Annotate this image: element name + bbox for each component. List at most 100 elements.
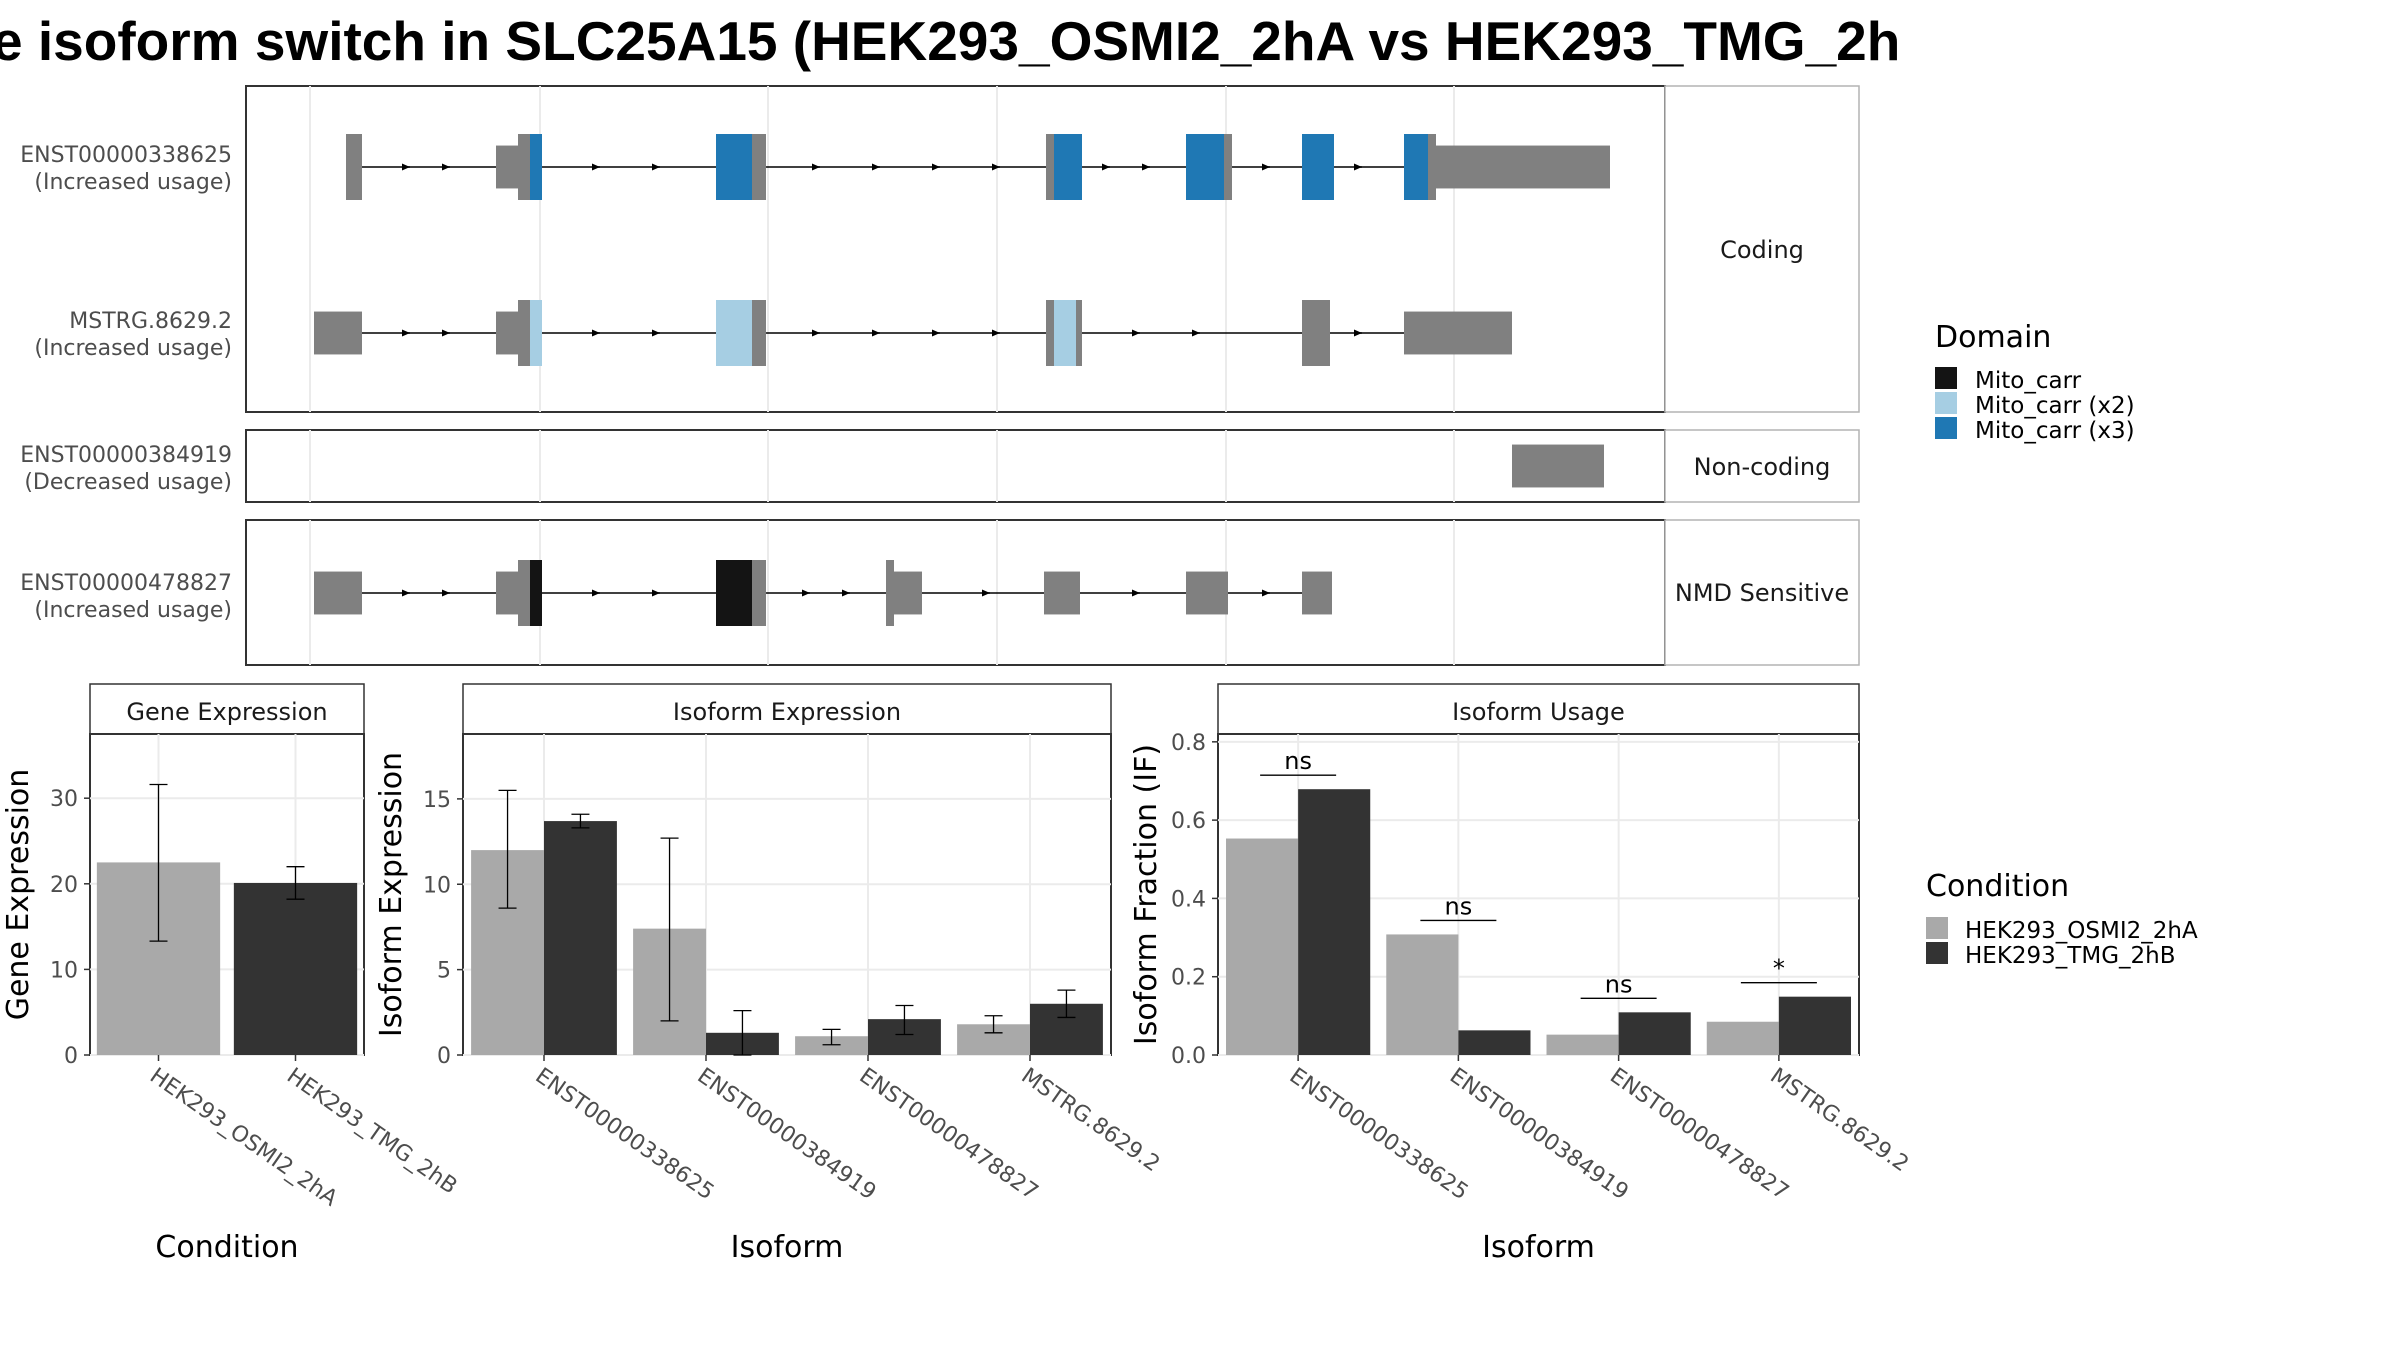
exon-segment: [1404, 311, 1512, 355]
domain-segment: [1054, 300, 1076, 366]
domain-legend: Domain Mito_carr Mito_carr (x2) Mito_car…: [1935, 320, 2135, 444]
chart-strip: [462, 683, 1112, 735]
bar: [1226, 838, 1299, 1055]
exon-segment: [1046, 300, 1054, 366]
domain-segment: [530, 560, 542, 626]
exon-segment: [752, 300, 766, 366]
transcript-structures: [314, 134, 1610, 626]
transcript-label-2: MSTRG.8629.2: [69, 309, 232, 334]
y-tick-label: 10: [423, 873, 451, 898]
bar: [1706, 1021, 1779, 1055]
x-tick-label: MSTRG.8629.2: [1017, 1063, 1165, 1177]
domain-segment: [530, 300, 542, 366]
significance-label: *: [1773, 955, 1785, 983]
x-tick-label: ENST00000384919: [1445, 1063, 1633, 1205]
facet-strip-noncoding: [1664, 429, 1860, 503]
facet-label-nmd: NMD Sensitive: [1675, 579, 1849, 607]
domain-segment: [1054, 134, 1082, 200]
chart-isoform-usage: Isoform Usage 0.0 0.2 0.4 0.6 0.8 ns ENST000003…: [1129, 683, 1913, 1265]
bar: [1546, 1034, 1619, 1055]
condition-label-a: HEK293_OSMI2_2hA: [1965, 918, 2198, 944]
bar: [1458, 1030, 1531, 1055]
transcript-1: [346, 134, 1610, 200]
y-axis-label: Gene Expression: [1, 769, 36, 1021]
x-tick-label: ENST00000478827: [855, 1063, 1043, 1205]
domain-segment: [716, 134, 752, 200]
y-tick-label: 0.2: [1171, 966, 1206, 991]
noncoding-panel: [245, 429, 1666, 503]
transcript-structure-panel: Coding Non-coding NMD Sensitive ENST0000…: [20, 85, 1860, 666]
exon-segment: [1224, 134, 1232, 200]
x-axis-label: Condition: [155, 1230, 298, 1265]
y-tick-label: 0: [437, 1044, 451, 1069]
domain-segment: [1302, 134, 1334, 200]
y-tick-label: 0.6: [1171, 809, 1206, 834]
exon-segment: [314, 311, 362, 355]
y-tick-label: 0.0: [1171, 1044, 1206, 1069]
y-tick-label: 10: [50, 958, 78, 983]
figure-title: e isoform switch in SLC25A15 (HEK293_OSM…: [0, 10, 1900, 72]
facet-strip-coding: [1664, 85, 1860, 413]
coding-panel: [245, 85, 1666, 413]
transcript-usage-2: (Increased usage): [34, 336, 232, 361]
exon-segment: [1428, 134, 1436, 200]
x-tick-label: ENST00000338625: [1285, 1063, 1473, 1205]
bar: [1298, 789, 1371, 1055]
bar: [1778, 996, 1851, 1055]
exon-segment: [752, 560, 766, 626]
significance-label: ns: [1445, 892, 1473, 920]
exon-segment: [886, 560, 894, 626]
exon-segment: [1046, 134, 1054, 200]
x-tick-label: ENST00000478827: [1605, 1063, 1793, 1205]
transcript-usage-4: (Increased usage): [34, 598, 232, 623]
y-tick-label: 0.8: [1171, 731, 1206, 756]
exon-segment: [894, 571, 922, 615]
exon-segment: [346, 134, 362, 200]
domain-segment: [716, 300, 752, 366]
domain-label-mito-carr: Mito_carr: [1975, 368, 2082, 394]
bar: [544, 821, 617, 1055]
y-tick-label: 20: [50, 873, 78, 898]
y-tick-label: 0.4: [1171, 887, 1206, 912]
domain-legend-title: Domain: [1935, 320, 2051, 355]
y-tick-label: 0: [64, 1044, 78, 1069]
exon-segment: [496, 145, 518, 189]
chart-title: Isoform Usage: [1452, 698, 1625, 726]
transcript-usage-3: (Decreased usage): [24, 470, 232, 495]
transcript-3: [1512, 444, 1604, 488]
domain-label-mito-carr-x2: Mito_carr (x2): [1975, 393, 2135, 419]
domain-key-mito-carr-x2: [1935, 392, 1957, 414]
bar: [795, 1036, 868, 1055]
domain-segment: [1186, 134, 1224, 200]
exon-segment: [1076, 300, 1082, 366]
exon-segment: [518, 300, 530, 366]
bar: [233, 882, 358, 1055]
y-axis-label: Isoform Expression: [374, 752, 409, 1037]
y-tick-label: 15: [423, 788, 451, 813]
x-tick-label: MSTRG.8629.2: [1765, 1063, 1913, 1177]
y-tick-label: 5: [437, 959, 451, 984]
condition-key-a: [1926, 917, 1948, 939]
chart-title: Gene Expression: [126, 698, 327, 726]
chart-isoform-expression: Isoform Expression 0 5 10 15 ENST00000338625 E…: [374, 683, 1165, 1265]
facet-label-coding: Coding: [1720, 236, 1804, 264]
significance-label: ns: [1605, 970, 1633, 998]
condition-legend: Condition HEK293_OSMI2_2hA HEK293_TMG_2h…: [1926, 869, 2198, 969]
domain-key-mito-carr-x3: [1935, 417, 1957, 439]
x-axis-label: Isoform: [1482, 1230, 1595, 1265]
chart-strip: [89, 683, 365, 735]
bar: [1618, 1012, 1691, 1055]
chart-title: Isoform Expression: [673, 698, 901, 726]
y-tick-label: 30: [50, 787, 78, 812]
domain-segment: [1404, 134, 1428, 200]
transcript-label-4: ENST00000478827: [20, 571, 232, 596]
x-tick-label: ENST00000338625: [531, 1063, 719, 1205]
facet-label-noncoding: Non-coding: [1694, 453, 1831, 481]
transcript-4: [314, 560, 1332, 626]
exon-segment: [518, 560, 530, 626]
exon-segment: [1302, 571, 1332, 615]
exon-segment: [1044, 571, 1080, 615]
domain-key-mito-carr: [1935, 367, 1957, 389]
domain-segment: [716, 560, 752, 626]
